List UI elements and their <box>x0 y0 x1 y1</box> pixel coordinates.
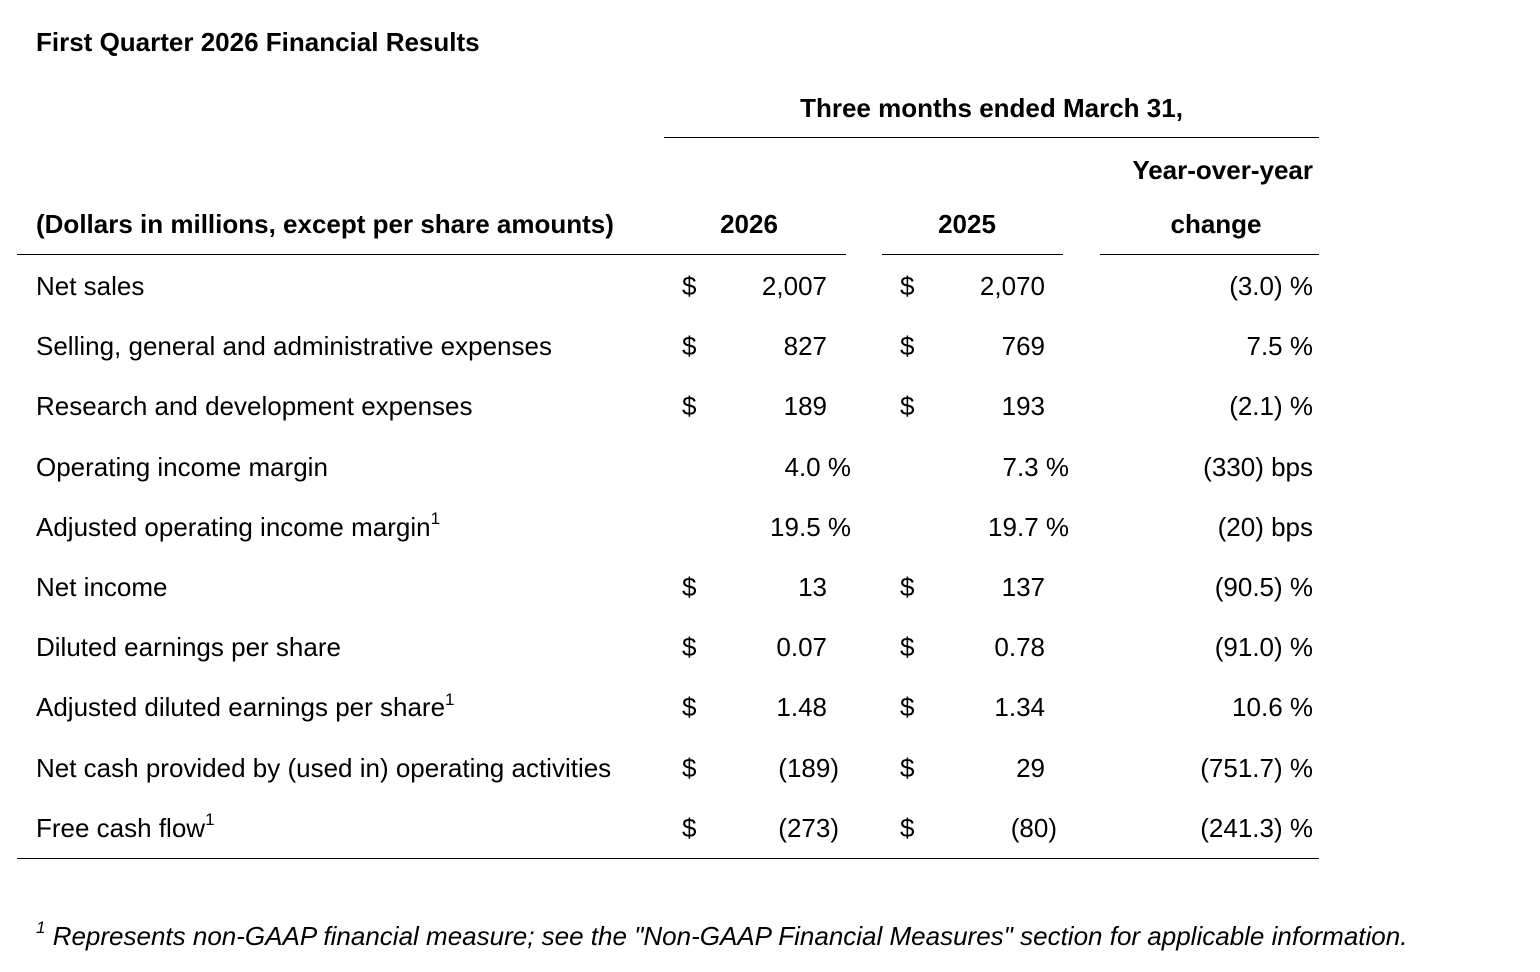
footnote-reference: 1 <box>430 509 441 529</box>
row-label-text: Diluted earnings per share <box>36 632 341 663</box>
yoy-change: (20) bps <box>1217 511 1313 542</box>
yoy-change: (2.1) % <box>1229 391 1313 422</box>
table-row: Research and development expenses $189 $19… <box>0 376 1540 436</box>
row-label-text: Net income <box>36 572 168 602</box>
table-row: Free cash flow1 $ (273) $ (80) (241.3) % <box>0 798 1540 858</box>
row-label-text: Net sales <box>36 271 145 301</box>
row-label: Selling, general and administrative expe… <box>36 316 552 376</box>
dollar-sign-2025: $ <box>900 331 915 362</box>
value-2026: 4.0 % <box>784 451 852 482</box>
row-label: Net sales <box>36 256 144 316</box>
dollar-sign-2026: $ <box>682 752 697 783</box>
table-row: Net sales $2,007 $2,070 (3.0) % <box>0 256 1540 316</box>
yoy-change: (91.0) % <box>1214 632 1313 663</box>
row-label-text: Operating income margin <box>36 451 328 482</box>
footnote-text: Represents non-GAAP financial measure; s… <box>45 921 1408 951</box>
header-rule-2025 <box>882 254 1063 255</box>
value-2026: 827 <box>783 331 827 362</box>
value-2026: 2,007 <box>761 271 827 301</box>
table-bottom-rule <box>17 858 1319 859</box>
table-row: Operating income margin 4.0 % 7.3 % (330) b… <box>0 437 1540 497</box>
yoy-change: 7.5 % <box>1246 331 1314 362</box>
row-label: Free cash flow1 <box>36 798 215 858</box>
year-2025-header: 2025 <box>938 209 996 239</box>
dollar-sign-2025: $ <box>900 692 915 723</box>
change-header-line2: change <box>1170 209 1262 239</box>
change-header-line1: Year-over-year <box>1132 155 1313 185</box>
value-2026: 0.07 <box>776 632 827 663</box>
dollar-sign-2026: $ <box>682 692 697 723</box>
table-row: Adjusted diluted earnings per share1 $1.4… <box>0 677 1540 737</box>
value-2025: 7.3 % <box>1002 451 1070 482</box>
dollar-sign-2026: $ <box>682 572 697 602</box>
yoy-change: 10.6 % <box>1232 692 1313 723</box>
value-2026: 13 <box>798 572 827 602</box>
header-rule-change <box>1100 254 1319 255</box>
row-label-text: Free cash flow <box>36 812 206 843</box>
value-2026: (273) <box>778 812 839 843</box>
dollar-sign-2025: $ <box>900 632 915 663</box>
value-2025: 29 <box>1016 752 1045 783</box>
yoy-change: (3.0) % <box>1229 271 1313 301</box>
table-row: Adjusted operating income margin1 19.5 % 1… <box>0 497 1540 557</box>
value-2025: 0.78 <box>994 632 1045 663</box>
row-label: Adjusted operating income margin1 <box>36 497 440 557</box>
row-label-text: Adjusted diluted earnings per share <box>36 692 446 723</box>
table-row: Net income $13 $137 (90.5) % <box>0 557 1540 617</box>
row-label: Net cash provided by (used in) operating… <box>36 738 611 798</box>
units-header: (Dollars in millions, except per share a… <box>36 209 614 239</box>
yoy-change: (90.5) % <box>1214 572 1313 602</box>
footnote-reference: 1 <box>445 689 455 709</box>
footnote-reference: 1 <box>205 810 215 830</box>
dollar-sign-2026: $ <box>682 391 697 422</box>
header-rule-label <box>17 254 846 255</box>
value-2026: (189) <box>778 752 839 783</box>
value-2025: 19.7 % <box>988 511 1069 542</box>
dollar-sign-2026: $ <box>682 331 697 362</box>
value-2025: (80) <box>1010 812 1057 843</box>
dollar-sign-2025: $ <box>900 752 915 783</box>
value-2025: 137 <box>1001 572 1045 602</box>
footnote: 1 Represents non-GAAP financial measure;… <box>36 918 1407 954</box>
dollar-sign-2025: $ <box>900 271 915 301</box>
row-label: Diluted earnings per share <box>36 617 341 677</box>
dollar-sign-2025: $ <box>900 391 915 422</box>
row-label-text: Research and development expenses <box>36 391 473 422</box>
footnote-marker: 1 <box>36 918 46 938</box>
row-label-text: Adjusted operating income margin <box>36 511 431 542</box>
dollar-sign-2025: $ <box>900 812 915 843</box>
row-label: Research and development expenses <box>36 376 473 436</box>
value-2025: 193 <box>1001 391 1045 422</box>
yoy-change: (241.3) % <box>1200 812 1313 843</box>
row-label: Net income <box>36 557 168 617</box>
period-rule <box>664 137 1319 138</box>
value-2026: 1.48 <box>776 692 827 723</box>
value-2025: 769 <box>1001 331 1045 362</box>
yoy-change: (751.7) % <box>1200 752 1313 783</box>
row-label: Adjusted diluted earnings per share1 <box>36 677 455 737</box>
dollar-sign-2026: $ <box>682 271 697 301</box>
yoy-change: (330) bps <box>1203 451 1313 482</box>
page-title: First Quarter 2026 Financial Results <box>36 27 480 57</box>
value-2026: 19.5 % <box>770 511 851 542</box>
year-2026-header: 2026 <box>720 209 778 239</box>
value-2025: 1.34 <box>994 692 1045 723</box>
period-header: Three months ended March 31, <box>800 93 1183 123</box>
value-2025: 2,070 <box>979 271 1045 301</box>
row-label-text: Net cash provided by (used in) operating… <box>36 752 612 783</box>
dollar-sign-2026: $ <box>682 812 697 843</box>
table-row: Selling, general and administrative expe… <box>0 316 1540 376</box>
dollar-sign-2026: $ <box>682 632 697 663</box>
row-label: Operating income margin <box>36 437 328 497</box>
row-label-text: Selling, general and administrative expe… <box>36 331 552 362</box>
value-2026: 189 <box>783 391 827 422</box>
table-row: Diluted earnings per share $0.07 $0.78 (91.… <box>0 617 1540 677</box>
dollar-sign-2025: $ <box>900 572 915 602</box>
table-row: Net cash provided by (used in) operating… <box>0 738 1540 798</box>
